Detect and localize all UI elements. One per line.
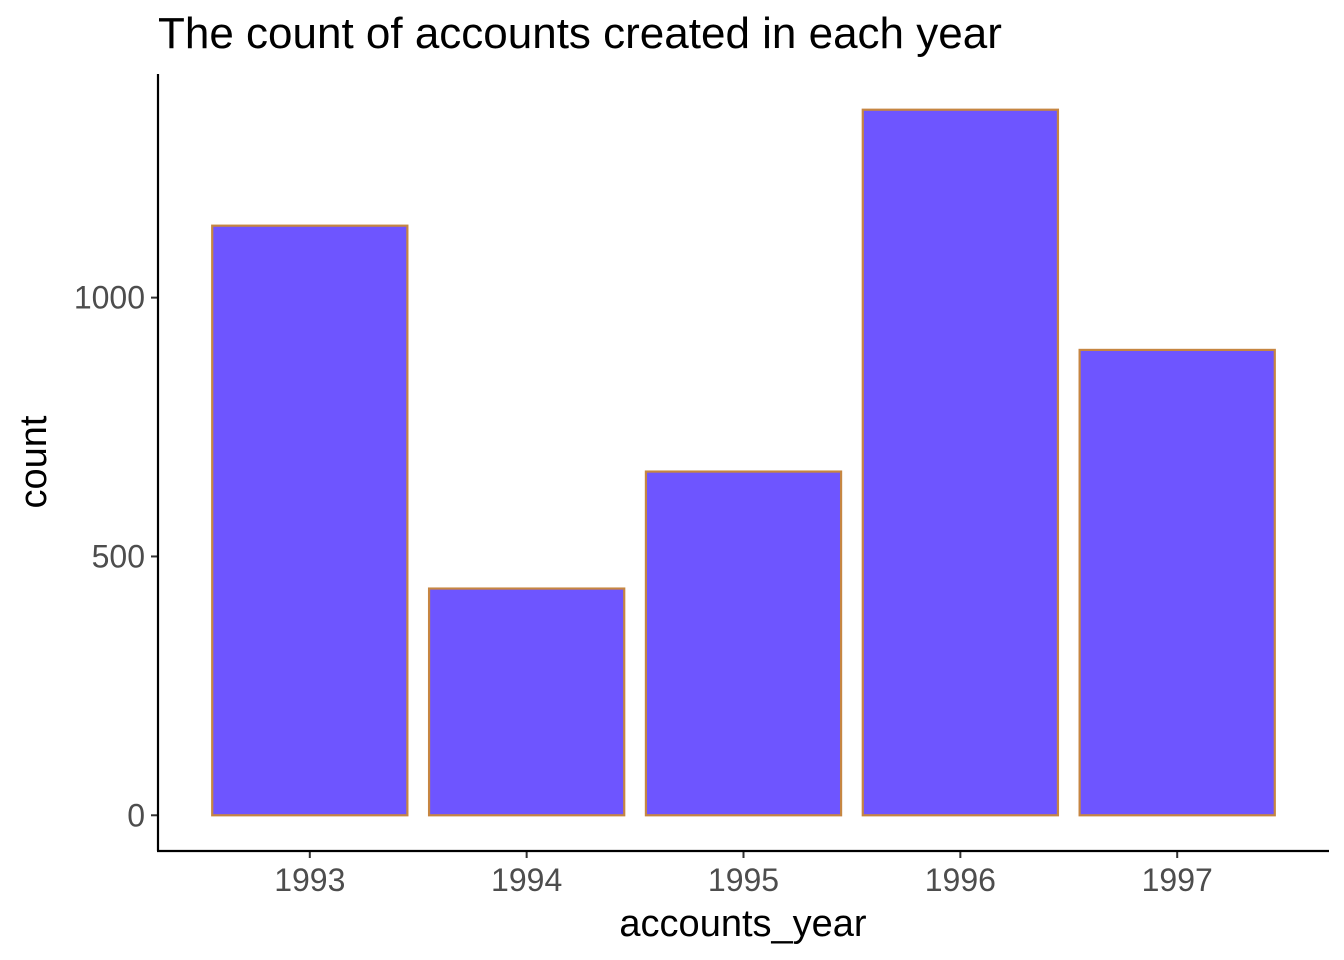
x-axis-ticks: 1993 1994 1995 1996 1997 [274, 851, 1213, 898]
bar-1995 [644, 470, 843, 817]
x-tick-label-1994: 1994 [491, 862, 562, 898]
bar-1994 [427, 587, 626, 817]
bar-1997 [1078, 348, 1276, 817]
y-tick-label: 0 [127, 797, 145, 833]
bar-1993 [211, 224, 409, 817]
chart-title: The count of accounts created in each ye… [158, 9, 1002, 58]
bar-1996 [861, 108, 1060, 817]
y-axis-ticks: 0 500 1000 [74, 280, 158, 833]
y-axis-title: count [13, 415, 55, 508]
x-axis-title: accounts_year [619, 903, 866, 945]
x-tick-label-1996: 1996 [925, 862, 996, 898]
y-tick-label: 1000 [74, 280, 145, 316]
y-tick-label: 500 [92, 538, 145, 574]
x-tick-label-1993: 1993 [274, 862, 345, 898]
x-tick-label-1995: 1995 [708, 862, 779, 898]
bars-group [211, 108, 1276, 817]
x-tick-label-1997: 1997 [1142, 862, 1213, 898]
